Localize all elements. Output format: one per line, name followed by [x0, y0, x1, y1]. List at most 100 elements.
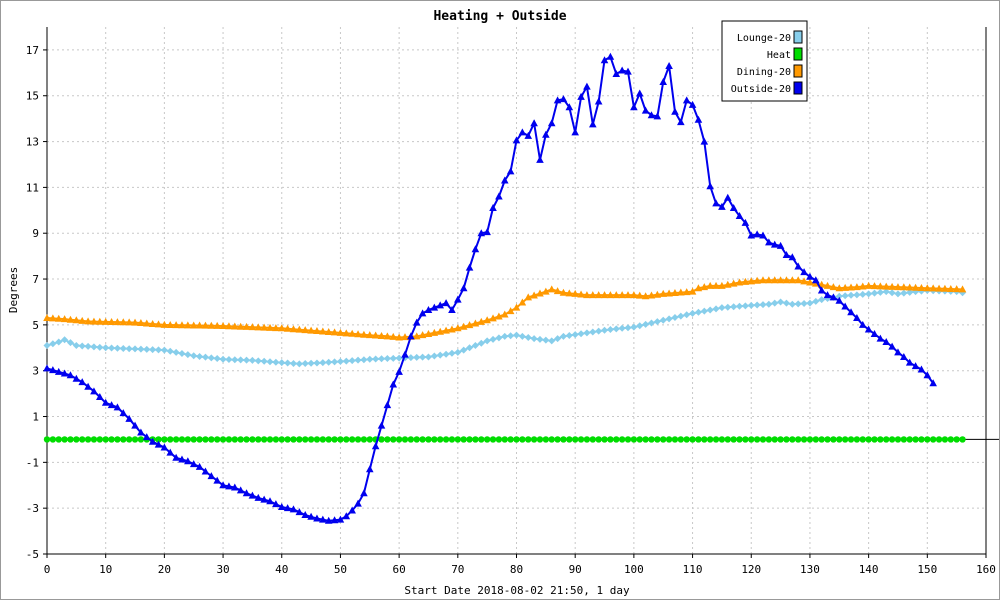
data-point-dining-20 — [459, 322, 468, 330]
data-point-dining-20 — [835, 284, 844, 292]
data-point-lounge-20 — [870, 289, 878, 297]
data-point-heat — [442, 436, 450, 443]
x-tick-label: 160 — [976, 563, 996, 576]
data-point-dining-20 — [870, 282, 879, 290]
data-point-outside-20 — [483, 228, 491, 236]
data-point-heat — [507, 436, 514, 443]
data-point-heat — [202, 436, 209, 443]
data-point-dining-20 — [201, 321, 210, 329]
data-point-dining-20 — [765, 276, 773, 284]
data-point-outside-20 — [49, 366, 57, 374]
data-point-heat — [360, 436, 368, 443]
data-point-lounge-20 — [636, 322, 644, 330]
data-point-outside-20 — [131, 421, 139, 429]
data-point-dining-20 — [348, 329, 356, 337]
data-point-outside-20 — [424, 305, 433, 313]
data-point-dining-20 — [307, 326, 315, 334]
data-point-outside-20 — [770, 240, 779, 248]
data-point-lounge-20 — [354, 356, 362, 364]
legend-swatch-lounge-20 — [793, 30, 803, 44]
data-point-outside-20 — [436, 301, 445, 309]
data-point-lounge-20 — [348, 357, 356, 365]
data-point-heat — [753, 436, 761, 443]
data-point-outside-20 — [160, 443, 169, 451]
data-point-lounge-20 — [642, 320, 650, 328]
data-point-heat — [712, 436, 720, 443]
data-point-outside-20 — [506, 167, 515, 175]
data-point-heat — [384, 436, 391, 443]
data-point-outside-20 — [559, 95, 568, 103]
data-point-heat — [255, 436, 262, 443]
data-point-outside-20 — [812, 276, 820, 284]
data-point-outside-20 — [166, 448, 175, 456]
data-point-heat — [689, 436, 696, 443]
data-point-dining-20 — [231, 322, 239, 330]
data-point-dining-20 — [665, 289, 673, 297]
data-point-outside-20 — [741, 218, 750, 226]
data-point-lounge-20 — [96, 343, 104, 351]
data-point-lounge-20 — [595, 327, 603, 335]
data-point-outside-20 — [283, 504, 292, 512]
data-point-heat — [706, 436, 714, 443]
y-tick-label: -3 — [26, 502, 39, 515]
data-point-outside-20 — [712, 199, 720, 207]
data-point-lounge-20 — [800, 299, 808, 307]
data-point-outside-20 — [430, 303, 439, 311]
x-tick-label: 110 — [683, 563, 703, 576]
data-point-outside-20 — [841, 302, 849, 310]
data-point-lounge-20 — [61, 336, 69, 344]
data-point-lounge-20 — [49, 340, 57, 348]
data-point-heat — [818, 436, 825, 443]
data-point-dining-20 — [553, 287, 562, 295]
data-point-lounge-20 — [659, 316, 667, 324]
data-point-lounge-20 — [243, 356, 251, 364]
data-point-dining-20 — [618, 291, 626, 299]
data-point-lounge-20 — [66, 339, 74, 347]
data-point-lounge-20 — [143, 345, 151, 353]
data-point-heat — [395, 436, 403, 443]
data-point-dining-20 — [583, 291, 591, 299]
data-point-heat — [307, 436, 315, 443]
data-point-lounge-20 — [190, 352, 198, 360]
data-point-outside-20 — [459, 284, 468, 292]
data-point-lounge-20 — [571, 331, 579, 339]
data-point-heat — [519, 436, 526, 443]
data-point-dining-20 — [847, 283, 855, 291]
data-point-lounge-20 — [865, 290, 873, 298]
data-point-outside-20 — [788, 253, 797, 261]
data-point-lounge-20 — [718, 304, 726, 312]
data-point-heat — [419, 436, 426, 443]
data-point-outside-20 — [301, 511, 310, 519]
data-point-outside-20 — [342, 512, 351, 520]
data-point-lounge-20 — [460, 346, 468, 354]
data-point-lounge-20 — [794, 300, 802, 308]
data-point-dining-20 — [864, 281, 873, 289]
data-point-dining-20 — [90, 317, 98, 325]
data-point-lounge-20 — [730, 303, 738, 311]
data-point-outside-20 — [800, 268, 808, 276]
data-point-dining-20 — [536, 289, 544, 297]
x-tick-label: 50 — [334, 563, 347, 576]
x-tick-label: 20 — [158, 563, 171, 576]
data-point-lounge-20 — [160, 346, 168, 354]
data-point-lounge-20 — [119, 344, 127, 352]
data-point-heat — [624, 436, 632, 443]
data-point-lounge-20 — [677, 312, 685, 320]
y-tick-label: -1 — [26, 456, 39, 469]
x-tick-label: 10 — [99, 563, 112, 576]
data-point-outside-20 — [348, 506, 356, 514]
data-point-dining-20 — [612, 291, 621, 299]
data-point-dining-20 — [718, 281, 726, 289]
data-point-heat — [73, 436, 80, 443]
data-point-heat — [120, 436, 127, 443]
data-point-heat — [290, 436, 297, 443]
data-point-outside-20 — [383, 401, 392, 409]
data-point-heat — [947, 436, 954, 443]
data-point-lounge-20 — [489, 335, 497, 343]
data-point-outside-20 — [125, 414, 133, 422]
data-point-lounge-20 — [753, 301, 761, 309]
data-point-dining-20 — [542, 287, 550, 295]
data-point-lounge-20 — [448, 349, 456, 357]
data-point-dining-20 — [272, 324, 280, 332]
